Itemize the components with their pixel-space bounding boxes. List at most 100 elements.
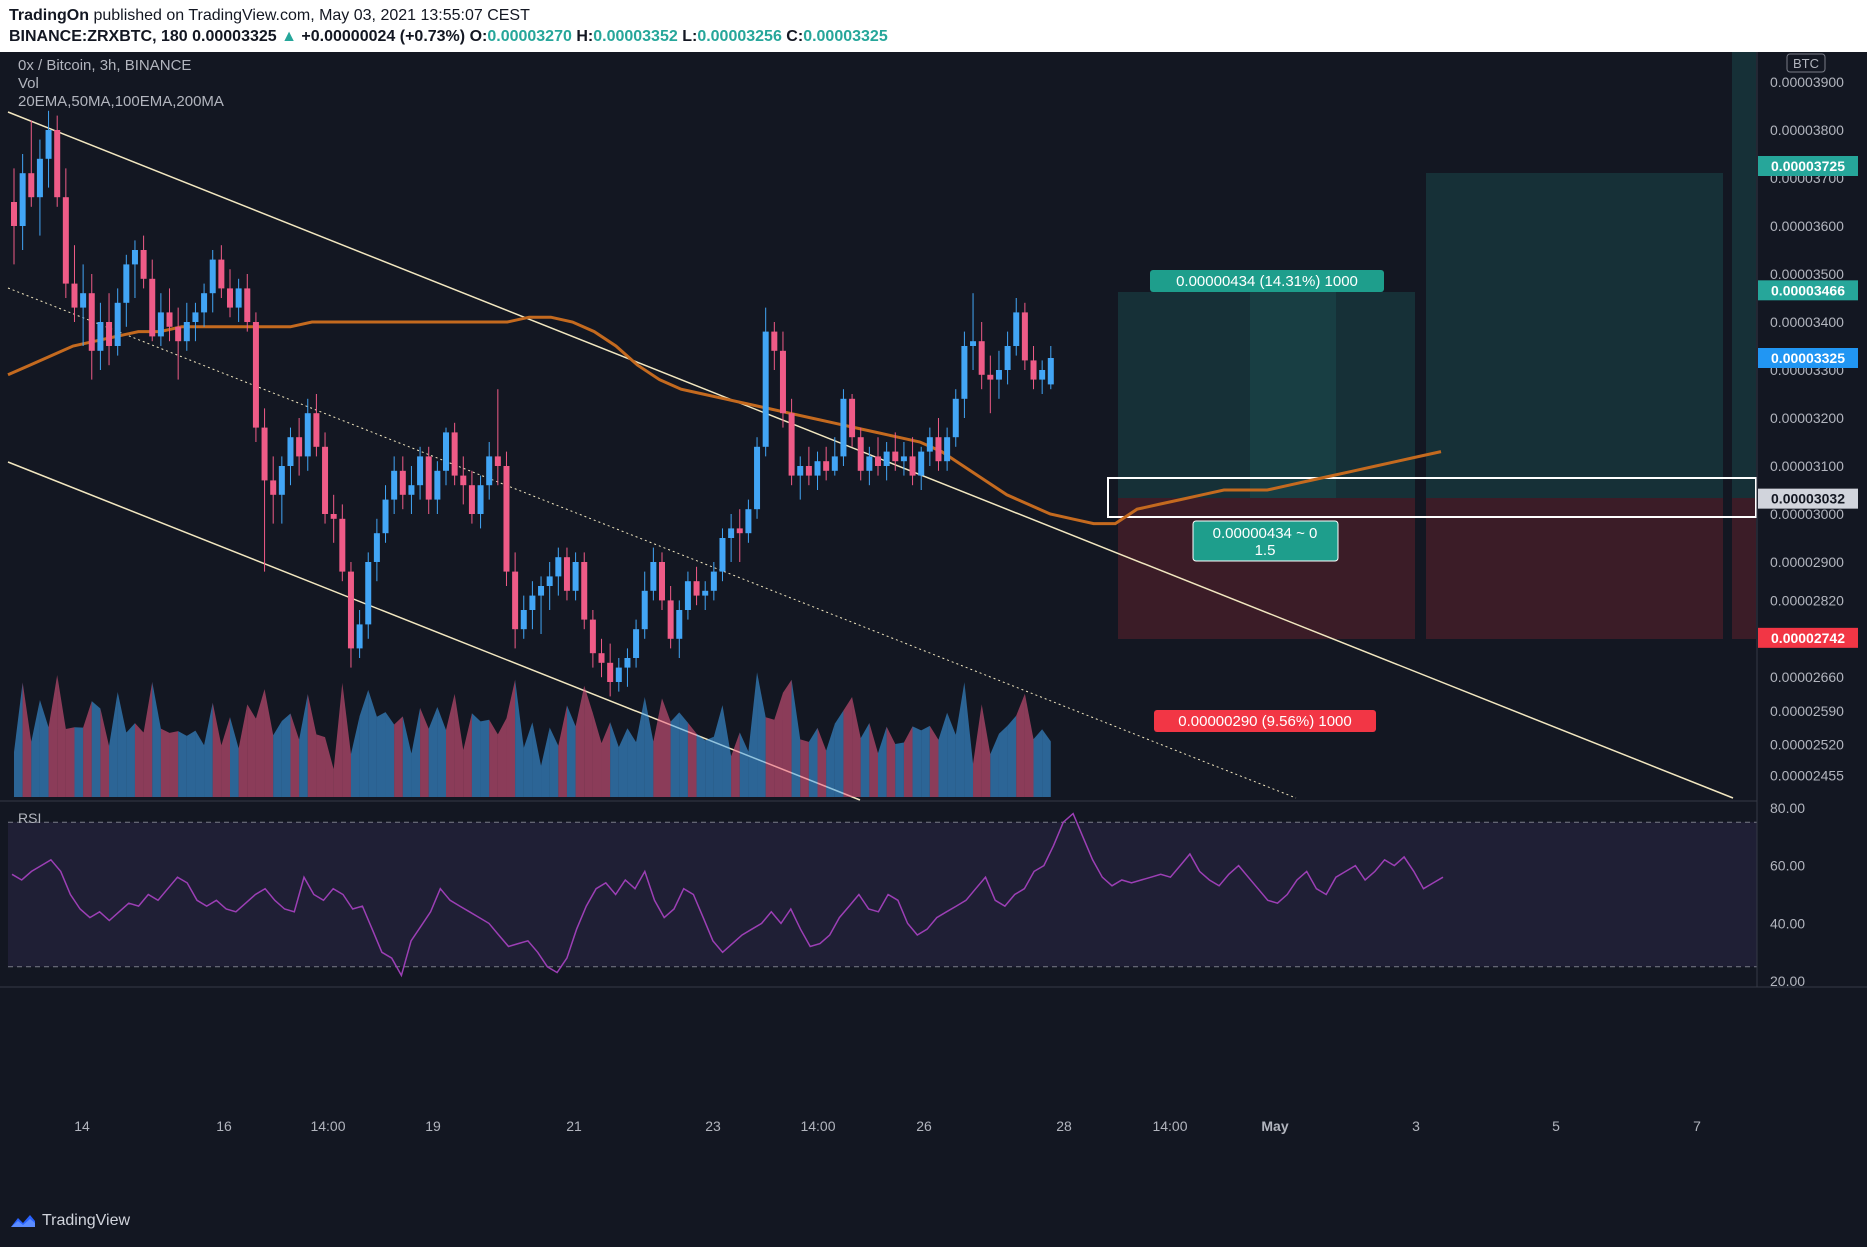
price-tick-label: 0.00002455 [1770, 768, 1844, 784]
volume-segment [921, 725, 930, 797]
volume-segment [679, 712, 688, 797]
candle-body [365, 562, 372, 625]
volume-segment [601, 722, 611, 797]
time-tick-label: 21 [566, 1118, 582, 1134]
volume-series [14, 672, 1051, 797]
candle-body [486, 456, 493, 486]
candle-body [131, 250, 138, 265]
time-tick-label: 26 [916, 1118, 932, 1134]
tradingview-logo[interactable]: TradingView [10, 1212, 130, 1230]
low-value: 0.00003256 [697, 28, 782, 45]
candle-body [192, 312, 199, 322]
price-tick-label: 0.00002520 [1770, 736, 1844, 752]
volume-segment [281, 713, 291, 797]
candle-body [19, 173, 26, 226]
ohlc-line: BINANCE:ZRXBTC, 180 0.00003325 ▲ +0.0000… [9, 28, 888, 46]
volume-segment [566, 705, 576, 797]
candle-body [926, 437, 933, 452]
candle-body [503, 466, 510, 572]
candle-body [417, 456, 424, 486]
chart-area[interactable]: 0.00000434 (14.31%) 1000 0.00000290 (9.5… [0, 26, 1867, 1202]
loss-zone-2 [1426, 498, 1723, 639]
volume-segment [255, 689, 265, 797]
open-value: 0.00003270 [487, 28, 572, 45]
candle-body [676, 610, 683, 639]
volume-segment [696, 733, 706, 797]
entry-box [1107, 477, 1757, 518]
candle-body [563, 557, 570, 591]
candle-body [581, 562, 588, 620]
volume-segment [48, 675, 58, 797]
volume-segment [731, 732, 740, 797]
volume-segment [160, 728, 170, 797]
time-tick-label: 16 [216, 1118, 232, 1134]
volume-segment [100, 708, 110, 797]
volume-segment [437, 707, 446, 797]
volume-segment [350, 716, 360, 797]
candle-body [460, 475, 467, 486]
price-tick-label: 0.00003100 [1770, 458, 1844, 474]
candle-body [270, 480, 277, 495]
volume-segment [1033, 729, 1043, 797]
volume-segment [394, 716, 403, 797]
candle-body [995, 370, 1002, 380]
price-tick-label: 0.00003600 [1770, 218, 1844, 234]
volume-segment [592, 713, 602, 797]
chart-canvas[interactable]: 0.00000434 (14.31%) 1000 0.00000290 (9.5… [0, 26, 1867, 1202]
volume-segment [662, 698, 671, 797]
volume-segment [290, 713, 300, 797]
candle-body [235, 288, 242, 308]
volume-segment [523, 722, 533, 797]
volume-segment [618, 728, 628, 797]
candle-body [451, 432, 458, 476]
volume-segment [238, 704, 248, 797]
candle-body [875, 456, 881, 466]
volume-segment [558, 705, 567, 797]
volume-segment [653, 698, 662, 797]
candle-body [546, 576, 553, 586]
volume-segment [454, 693, 464, 797]
risk-reward-box [1192, 520, 1339, 562]
candle-body [140, 250, 147, 279]
volume-segment [506, 679, 516, 797]
candle-body [831, 456, 838, 471]
candle-body [512, 571, 519, 630]
candle-body [28, 173, 35, 198]
tradingview-name: TradingView [42, 1212, 131, 1229]
author-name[interactable]: TradingOn [9, 7, 89, 24]
candle-body [149, 278, 156, 337]
position-tool[interactable]: 0.00000434 (14.31%) 1000 0.00000290 (9.5… [1150, 270, 1384, 732]
high-value: 0.00003352 [593, 28, 678, 45]
candle-body [1013, 312, 1020, 346]
price-tag-label: 0.00003725 [1771, 158, 1845, 174]
rsi-line [11, 812, 1444, 978]
close-label: C: [786, 28, 804, 45]
volume-segment [342, 682, 351, 797]
time-tick-label: 7 [1693, 1118, 1701, 1134]
symbol-label: BINANCE:ZRXBTC, 180 [9, 28, 188, 45]
volume-segment [212, 702, 222, 797]
profit-zone-2 [1426, 173, 1723, 498]
time-tick-label: 3 [1412, 1118, 1420, 1134]
high-label: H: [576, 28, 594, 45]
volume-segment [402, 716, 412, 797]
candle-body [434, 470, 441, 500]
volume-segment [264, 689, 274, 797]
volume-segment [65, 727, 75, 797]
candle-body [529, 595, 536, 610]
time-tick-label: 23 [705, 1118, 721, 1134]
candle-body [754, 446, 761, 510]
volume-segment [843, 697, 853, 797]
volume-segment [782, 679, 792, 797]
candle-body [106, 322, 113, 346]
candle-body [88, 293, 95, 351]
candle-body [304, 413, 311, 457]
candle-body [1021, 312, 1028, 361]
price-tick-label: 0.00002660 [1770, 669, 1844, 685]
candle-body [330, 514, 337, 519]
candle-body [598, 653, 605, 663]
published-text: published on TradingView.com, May 03, 20… [93, 7, 530, 24]
candle-body [201, 293, 208, 313]
tradingview-logo-icon [11, 1215, 35, 1227]
candle-body [356, 624, 363, 649]
